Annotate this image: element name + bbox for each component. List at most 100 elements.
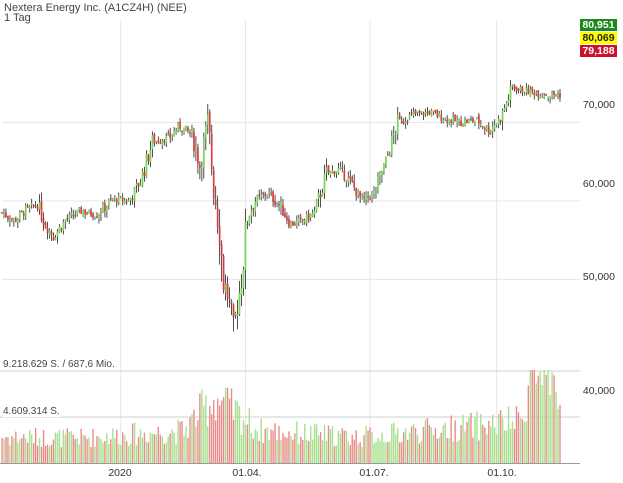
candle-body — [365, 193, 367, 200]
candle-body — [18, 211, 21, 219]
candle-body — [422, 112, 425, 116]
candle-body — [46, 228, 49, 234]
candle-body — [30, 203, 33, 205]
candle-body — [406, 121, 409, 123]
volume-bar — [30, 434, 33, 463]
candle-body — [446, 119, 449, 123]
volume-bar — [143, 432, 146, 463]
volume-bar — [525, 421, 528, 463]
candle-body — [286, 216, 288, 221]
candle-body — [523, 93, 526, 95]
volume-bar — [507, 406, 510, 463]
volume-bar — [149, 432, 152, 463]
volume-bar — [147, 442, 150, 463]
volume-bar — [385, 442, 387, 463]
volume-bar — [7, 437, 9, 463]
candle-body — [436, 110, 439, 117]
volume-bar — [3, 438, 5, 463]
chart-interval: 1 Tag — [4, 12, 31, 24]
candle-body — [489, 130, 492, 133]
volume-bar — [294, 433, 296, 463]
volume-bar — [236, 401, 239, 463]
volume-bar — [557, 408, 559, 463]
candle-body — [416, 111, 419, 114]
candle-body — [398, 114, 401, 120]
volume-bar — [539, 371, 541, 463]
volume-bar — [155, 434, 158, 463]
volume-bar — [311, 439, 314, 463]
volume-bar — [456, 441, 458, 463]
candle-body — [351, 176, 354, 182]
volume-bar — [436, 438, 439, 463]
volume-bar — [256, 431, 258, 463]
volume-bar — [351, 434, 353, 463]
volume-bar — [100, 438, 102, 463]
candle-body — [420, 111, 423, 113]
volume-bar — [515, 406, 518, 463]
volume-bar — [327, 425, 330, 463]
candle-body — [153, 133, 156, 144]
candle-body — [284, 213, 286, 218]
candle-body — [224, 284, 227, 292]
volume-bar — [513, 428, 516, 463]
volume-bar — [486, 434, 488, 463]
candle-body — [444, 117, 447, 120]
candle-body — [438, 112, 441, 118]
candle-body — [452, 116, 454, 122]
candle-body — [448, 118, 451, 124]
candle-body — [5, 212, 7, 218]
volume-bar — [302, 439, 304, 463]
volume-bar — [529, 370, 532, 463]
volume-bar — [446, 438, 448, 463]
candle-body — [491, 126, 494, 132]
candle-body — [485, 126, 488, 130]
candle-body — [274, 200, 276, 206]
volume-bar — [292, 439, 294, 463]
volume-bar — [317, 435, 320, 463]
candle-body — [373, 190, 375, 195]
candle-body — [113, 197, 116, 199]
volume-bar — [503, 430, 506, 463]
volume-bar — [323, 424, 326, 463]
x-tick-2020: 2020 — [108, 467, 132, 479]
volume-bar — [450, 415, 452, 463]
volume-bar — [404, 428, 407, 463]
candle-body — [383, 163, 385, 173]
candle-body — [359, 191, 361, 197]
volume-bar — [412, 424, 415, 463]
candle-body — [337, 167, 340, 173]
volume-bar — [120, 445, 122, 463]
candle-body — [163, 141, 166, 143]
volume-bar — [367, 430, 369, 463]
volume-bar — [108, 443, 110, 463]
candle-body — [559, 93, 561, 98]
candle-body — [24, 205, 27, 217]
candle-body — [36, 207, 39, 210]
volume-bar — [50, 444, 53, 463]
volume-bar — [179, 421, 181, 463]
candle-body — [68, 214, 71, 220]
candle-body — [426, 111, 429, 113]
volume-bar — [418, 443, 421, 463]
volume-bar — [209, 405, 211, 463]
volume-bar — [88, 437, 90, 463]
volume-bar — [110, 439, 112, 463]
candle-body — [22, 213, 25, 217]
volume-bar — [377, 438, 379, 463]
candle-body — [545, 94, 547, 96]
candle-body — [460, 120, 462, 127]
volume-bar — [315, 424, 318, 463]
candle-body — [175, 131, 177, 134]
volume-bar — [23, 434, 25, 463]
candle-body — [82, 211, 84, 217]
candle-body — [254, 201, 257, 212]
volume-bar — [416, 435, 419, 463]
volume-bar — [331, 426, 334, 463]
candle-body — [1, 212, 3, 214]
candle-body — [147, 154, 150, 162]
volume-bar — [511, 421, 514, 463]
candle-body — [371, 192, 373, 199]
candle-body — [104, 203, 106, 211]
candle-body — [387, 154, 389, 156]
volume-bar — [68, 431, 70, 463]
